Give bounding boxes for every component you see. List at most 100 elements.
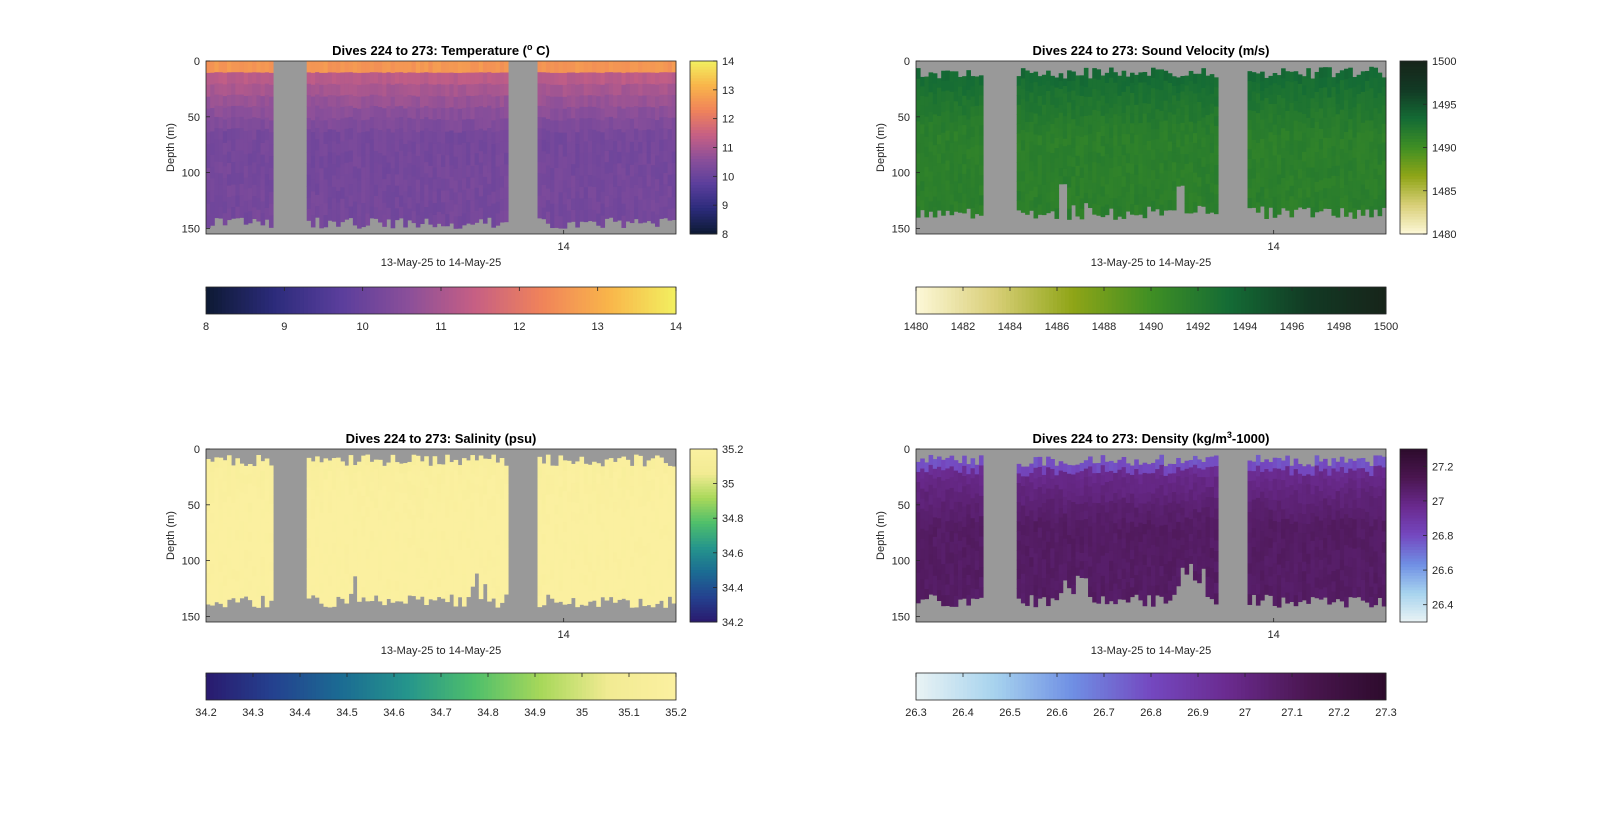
heatmap-cell xyxy=(1071,100,1076,111)
heatmap-cell xyxy=(953,575,959,586)
colorbar-cell xyxy=(690,532,717,536)
heatmap-cell xyxy=(1201,127,1206,138)
heatmap-cell xyxy=(600,108,606,121)
heatmap-cell xyxy=(310,575,316,586)
colorbar-cell xyxy=(690,61,717,65)
colorbar-cell xyxy=(1225,287,1230,314)
heatmap-cell xyxy=(1356,151,1362,162)
heatmap-cell xyxy=(629,506,635,517)
heatmap-cell xyxy=(936,115,942,126)
heatmap-cell xyxy=(566,521,572,533)
heatmap-cell xyxy=(1365,80,1370,92)
heatmap-cell xyxy=(218,83,224,96)
colorbar-cell xyxy=(585,287,591,314)
heatmap-cell xyxy=(495,190,501,203)
heatmap-cell xyxy=(344,583,350,594)
colorbar-cell xyxy=(1029,287,1034,314)
heatmap-cell xyxy=(1146,75,1152,86)
heatmap-cell xyxy=(399,552,404,563)
heatmap-cell xyxy=(365,166,371,179)
heatmap-cell xyxy=(1016,152,1022,163)
colorbar-cell xyxy=(1084,287,1089,314)
heatmap-cell xyxy=(1377,185,1383,196)
heatmap-cell xyxy=(457,483,463,494)
colorbar-cell xyxy=(1400,92,1427,97)
heatmap-cell xyxy=(629,587,635,598)
heatmap-cell xyxy=(924,550,929,561)
heatmap-cell xyxy=(1041,84,1047,96)
heatmap-cell xyxy=(336,143,341,156)
heatmap-cell xyxy=(936,125,942,136)
heatmap-cell xyxy=(474,84,480,96)
heatmap-cell xyxy=(596,119,601,132)
heatmap-cell xyxy=(1272,103,1278,115)
heatmap-cell xyxy=(243,84,249,97)
heatmap-cell xyxy=(566,130,572,142)
heatmap-cell xyxy=(399,173,404,185)
heatmap-cell xyxy=(214,457,219,469)
heatmap-cell xyxy=(344,128,350,141)
heatmap-cell xyxy=(659,162,664,174)
colorbar-cell xyxy=(690,72,717,76)
heatmap-cell xyxy=(310,547,316,558)
colorbar-cell xyxy=(690,66,717,71)
heatmap-cell xyxy=(962,526,967,538)
heatmap-cell xyxy=(432,167,438,180)
heatmap-cell xyxy=(378,210,383,223)
heatmap-cell xyxy=(491,120,496,133)
heatmap-cell xyxy=(634,487,639,499)
heatmap-cell xyxy=(373,566,379,577)
heatmap-cell xyxy=(625,95,631,108)
colorbar-cell xyxy=(1041,287,1046,314)
heatmap-cell xyxy=(403,513,408,524)
colorbar-cell xyxy=(249,287,254,314)
heatmap-cell xyxy=(348,494,354,505)
colorbar-cell xyxy=(690,541,717,545)
heatmap-cell xyxy=(596,84,601,97)
heatmap-cell xyxy=(218,551,224,563)
heatmap-cell xyxy=(1016,76,1022,87)
heatmap-cell xyxy=(587,464,593,475)
heatmap-cell xyxy=(474,460,480,469)
colorbar-cell xyxy=(444,673,450,700)
heatmap-cell xyxy=(441,214,446,227)
heatmap-cell xyxy=(373,162,379,174)
heatmap-cell xyxy=(928,554,934,565)
heatmap-cell xyxy=(566,481,572,492)
heatmap-cell xyxy=(1159,163,1164,174)
heatmap-cell xyxy=(1272,155,1278,167)
heatmap-cell xyxy=(1293,120,1299,131)
heatmap-cell xyxy=(327,502,333,514)
heatmap-cell xyxy=(1041,194,1047,206)
heatmap-cell xyxy=(554,582,559,593)
heatmap-cell xyxy=(1109,87,1114,99)
heatmap-cell xyxy=(550,72,555,86)
colorbar-cell xyxy=(1400,72,1427,76)
heatmap-cell xyxy=(583,473,589,485)
heatmap-cell xyxy=(1302,123,1307,134)
heatmap-cell xyxy=(264,553,270,565)
heatmap-cell xyxy=(487,519,492,531)
heatmap-cell xyxy=(924,166,929,178)
heatmap-cell xyxy=(243,119,249,132)
colorbar-cell xyxy=(300,287,305,314)
heatmap-cell xyxy=(394,106,400,119)
heatmap-cell xyxy=(1130,113,1135,124)
heatmap-cell xyxy=(1062,78,1068,87)
heatmap-cell xyxy=(252,576,257,587)
colorbar-cell xyxy=(582,287,587,314)
heatmap-cell xyxy=(331,585,337,597)
heatmap-cell xyxy=(256,163,261,176)
heatmap-cell xyxy=(587,186,593,199)
heatmap-cell xyxy=(970,588,976,599)
heatmap-cell xyxy=(1310,118,1316,129)
heatmap-cell xyxy=(1369,206,1374,218)
heatmap-cell xyxy=(642,61,648,73)
heatmap-cell xyxy=(1041,114,1047,126)
colorbar-cell xyxy=(690,167,717,172)
heatmap-cell xyxy=(428,130,434,144)
heatmap-cell xyxy=(608,150,614,162)
heatmap-cell xyxy=(957,125,963,136)
heatmap-cell xyxy=(306,140,312,153)
heatmap-cell xyxy=(1134,124,1139,136)
